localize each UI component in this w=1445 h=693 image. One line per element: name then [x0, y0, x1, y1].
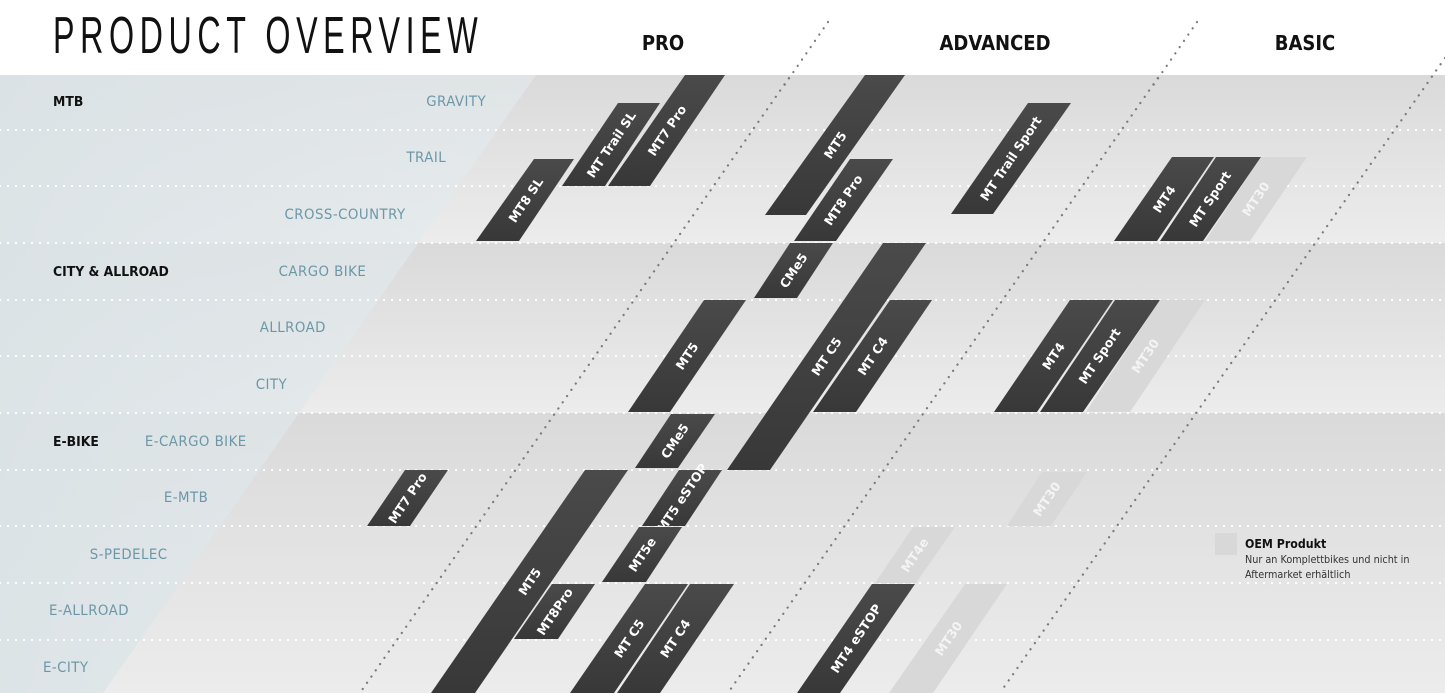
- category-tint-area: [0, 75, 536, 693]
- product-bar-shape: [951, 103, 1071, 214]
- oem-product-bar: MT30: [1086, 300, 1205, 412]
- product-bar-shape: [1086, 300, 1205, 412]
- tier-divider-line: [779, 20, 830, 92]
- tier-divider-line: [728, 20, 1199, 692]
- product-bar-shape: [1040, 300, 1160, 412]
- oem-legend-swatch: [1215, 533, 1237, 555]
- product-bar-shape: [794, 159, 893, 241]
- product-bar-shape: [813, 300, 932, 412]
- product-bar: CMe5: [635, 414, 715, 468]
- product-bar-shape: [367, 470, 448, 526]
- product-bar: CMe5: [754, 243, 833, 298]
- oem-product-bar: MT30: [889, 584, 1007, 693]
- category-allroad: ALLROAD: [259, 320, 326, 336]
- tier-heading-advanced: ADVANCED: [939, 31, 1051, 55]
- product-bar-shape: [602, 527, 682, 582]
- product-bar: MT C4: [617, 584, 734, 693]
- product-bar-shape: [875, 527, 955, 583]
- section-label-mtb: MTB: [53, 94, 84, 110]
- product-bar: MT4: [1114, 157, 1214, 241]
- tier-divider-line: [1000, 56, 1445, 692]
- product-bar-shape: [765, 75, 905, 215]
- product-bar-shape: [1160, 157, 1261, 241]
- product-bar-shape: [1205, 157, 1307, 241]
- category-s-pedelec: S-PEDELEC: [90, 547, 168, 563]
- product-bar-shape: [608, 75, 725, 186]
- product-bar-shape: [514, 584, 595, 639]
- product-bar-shape: [431, 470, 628, 693]
- category-trail: TRAIL: [406, 150, 446, 166]
- product-bar-shape: [1007, 472, 1087, 526]
- oem-product-bar: MT30: [1205, 157, 1307, 241]
- header-background: [0, 0, 1445, 75]
- product-bar-shape: [642, 470, 722, 526]
- product-bar-shape: [1114, 157, 1214, 241]
- category-e-mtb: E-MTB: [163, 490, 208, 506]
- product-bar-shape: [797, 584, 915, 693]
- product-bar: MT5: [628, 300, 746, 412]
- product-bar: MT5e: [602, 527, 682, 582]
- product-bar-shape: [562, 103, 660, 186]
- category-e-city: E-CITY: [43, 660, 89, 676]
- category-cross-country: CROSS-COUNTRY: [284, 207, 406, 223]
- oem-legend-text: Nur an Komplettbikes und nicht in Afterm…: [1245, 554, 1410, 581]
- product-bar: MT5: [431, 470, 628, 693]
- category-cargo-bike: CARGO BIKE: [278, 264, 366, 280]
- oem-product-bar: MT4e: [875, 527, 955, 583]
- product-bar-shape: [570, 584, 688, 693]
- product-bar-shape: [617, 584, 734, 693]
- category-city: CITY: [255, 377, 287, 393]
- product-bar-shape: [476, 159, 574, 241]
- category-gravity: GRAVITY: [426, 94, 486, 110]
- section-label-e-bike: E-BIKE: [53, 434, 99, 450]
- tier-heading-pro: PRO: [641, 31, 685, 55]
- section-label-city-allroad: CITY & ALLROAD: [53, 264, 169, 280]
- product-bar: MT5: [765, 75, 905, 215]
- category-e-cargo-bike: E-CARGO BIKE: [145, 434, 247, 450]
- oem-product-bar: MT30: [1007, 472, 1087, 526]
- oem-legend-title: OEM Produkt: [1245, 537, 1327, 551]
- tier-divider-line: [360, 20, 830, 692]
- product-bar-shape: [889, 584, 1007, 693]
- category-e-allroad: E-ALLROAD: [48, 603, 129, 619]
- product-bar-shape: [994, 300, 1113, 412]
- page-title: PRODUCT OVERVIEW: [53, 7, 484, 65]
- product-bar-shape: [628, 300, 746, 412]
- tier-heading-basic: BASIC: [1274, 31, 1336, 55]
- tier-divider-line: [1148, 20, 1199, 92]
- product-bar-shape: [727, 243, 926, 470]
- product-bar-shape: [635, 414, 715, 468]
- product-bar-shape: [754, 243, 833, 298]
- product-bar: MT4: [994, 300, 1113, 412]
